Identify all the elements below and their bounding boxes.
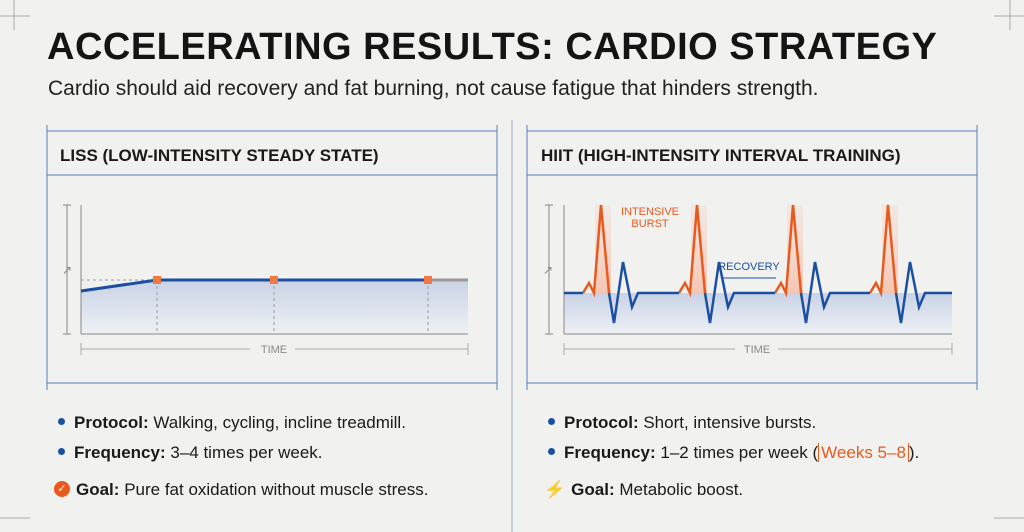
liss-marker: [270, 276, 278, 284]
hiit-protocol: Protocol: Short, intensive bursts.: [548, 413, 816, 433]
hiit-axis-time: TIME: [744, 344, 770, 356]
intensive-burst-spike: [677, 204, 707, 298]
hiit-chart: INTENSIVE BURST RECOVERY TIME ↗: [543, 204, 953, 356]
blueprint-grid: [46, 120, 978, 532]
intensive-burst-spike: [773, 204, 803, 298]
bullet-dot-icon: [548, 418, 555, 426]
recovery-line: [564, 261, 952, 324]
bullet-dot-icon: [548, 448, 555, 456]
burst-label: INTENSIVE: [621, 206, 679, 218]
bullet-dot-icon: [58, 448, 65, 456]
hiit-heading: HIIT (HIGH-INTENSITY INTERVAL TRAINING): [541, 146, 901, 165]
liss-frequency: Frequency: 3–4 times per week.: [58, 443, 323, 463]
trend-icon: ↗: [62, 263, 72, 277]
liss-marker: [424, 276, 432, 284]
liss-marker: [153, 276, 161, 284]
page-subtitle: Cardio should aid recovery and fat burni…: [48, 77, 819, 100]
trend-icon: ↗: [543, 263, 553, 277]
weeks-highlight: Weeks 5–8: [818, 443, 909, 462]
burst-label: BURST: [631, 218, 669, 230]
bullet-dot-icon: [58, 418, 65, 426]
hiit-frequency: Frequency: 1–2 times per week (Weeks 5–8…: [548, 443, 919, 463]
liss-heading: LISS (LOW-INTENSITY STEADY STATE): [60, 146, 379, 165]
liss-goal: ✓ Goal: Pure fat oxidation without muscle…: [54, 480, 428, 500]
liss-axis-time: TIME: [261, 344, 287, 356]
liss-chart: TIME ↗: [62, 204, 469, 356]
corner-marks: [0, 0, 1024, 519]
intensive-burst-spike: [581, 204, 611, 298]
lightning-icon: ⚡: [544, 480, 566, 499]
page-title: ACCELERATING RESULTS: CARDIO STRATEGY: [47, 26, 938, 68]
intensive-burst-spike: [868, 204, 898, 298]
liss-protocol: Protocol: Walking, cycling, incline trea…: [58, 413, 406, 433]
recovery-label: RECOVERY: [718, 261, 780, 273]
hiit-goal: ⚡ Goal: Metabolic boost.: [544, 480, 744, 499]
check-circle-icon: ✓: [54, 480, 70, 497]
